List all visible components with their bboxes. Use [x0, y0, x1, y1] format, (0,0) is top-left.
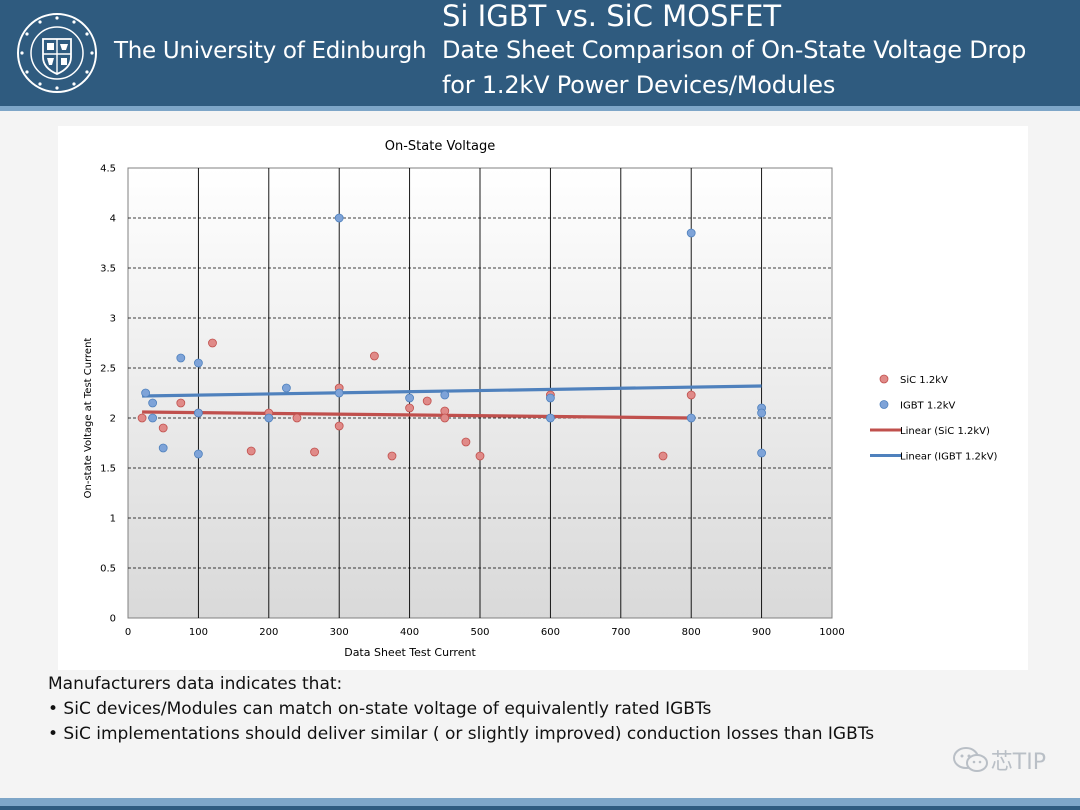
header-stripe — [0, 106, 1080, 111]
data-point — [461, 437, 471, 447]
x-tick-label: 300 — [330, 627, 349, 638]
y-tick-label: 1 — [110, 514, 116, 525]
data-point — [369, 351, 379, 361]
slide-title-block: Si IGBT vs. SiC MOSFET Date Sheet Compar… — [442, 0, 1026, 103]
data-point — [264, 413, 274, 423]
scatter-chart: 0 0.5 1 1.5 2 2.5 3 3.5 4 4.5 0 100 200 300 400 500 600 7… — [83, 139, 998, 659]
data-point — [193, 449, 203, 459]
data-point — [176, 398, 186, 408]
x-tick-label: 1000 — [819, 627, 844, 638]
legend-label: IGBT 1.2kV — [900, 401, 956, 412]
legend-marker — [879, 374, 889, 384]
legend-label: Linear (IGBT 1.2kV) — [900, 452, 998, 463]
data-point — [387, 451, 397, 461]
y-tick-label: 2 — [110, 414, 116, 425]
data-point — [334, 421, 344, 431]
wechat-icon — [952, 747, 988, 772]
data-point — [757, 408, 766, 418]
data-point — [148, 413, 158, 423]
data-point — [686, 390, 696, 400]
data-point — [440, 413, 450, 423]
data-point — [686, 413, 696, 423]
legend-marker — [879, 400, 889, 409]
data-point — [158, 443, 168, 453]
slide-subtitle-line1: Date Sheet Comparison of On-State Voltag… — [442, 36, 1027, 64]
x-tick-label: 900 — [752, 627, 771, 638]
y-tick-label: 1.5 — [100, 464, 116, 475]
data-point — [158, 423, 168, 433]
data-point — [475, 451, 485, 461]
data-point — [334, 213, 344, 223]
data-point — [757, 448, 766, 458]
x-tick-label: 0 — [125, 627, 131, 638]
data-point — [292, 413, 302, 423]
data-point — [422, 396, 432, 406]
slide-subtitle-line2: for 1.2kV Power Devices/Modules — [442, 71, 836, 99]
data-point — [246, 446, 256, 456]
university-name: The University of Edinburgh — [114, 38, 427, 64]
y-tick-label: 0.5 — [100, 564, 116, 575]
data-point — [137, 413, 147, 423]
y-tick-label: 3.5 — [100, 264, 116, 275]
data-point — [310, 447, 319, 457]
data-point — [334, 388, 344, 398]
trendline — [142, 384, 762, 398]
y-tick-label: 4.5 — [100, 164, 116, 175]
trendline — [142, 410, 692, 420]
data-point — [141, 388, 150, 398]
x-tick-label: 800 — [682, 627, 701, 638]
data-point — [545, 413, 555, 423]
data-point — [658, 451, 668, 461]
legend-label: SiC 1.2kV — [900, 375, 948, 386]
legend-label: Linear (SiC 1.2kV) — [900, 426, 990, 437]
x-tick-label: 400 — [400, 627, 419, 638]
data-point — [686, 228, 696, 238]
chart-panel: 0 0.5 1 1.5 2 2.5 3 3.5 4 4.5 0 100 200 300 400 500 600 7… — [58, 126, 1028, 670]
chart-title: On-State Voltage — [385, 139, 495, 154]
notes-block: Manufacturers data indicates that: • SiC… — [48, 672, 874, 747]
data-point — [208, 338, 217, 348]
x-tick-label: 500 — [470, 627, 489, 638]
y-tick-label: 2.5 — [100, 364, 116, 375]
data-point — [193, 358, 203, 368]
data-point — [281, 383, 291, 393]
data-point — [405, 393, 415, 403]
slide-title: Si IGBT vs. SiC MOSFET — [442, 0, 782, 33]
x-tick-label: 100 — [189, 627, 208, 638]
y-tick-label: 4 — [110, 214, 116, 225]
watermark-text: 芯TIP — [990, 750, 1046, 775]
data-point — [148, 398, 158, 408]
x-tick-label: 200 — [259, 627, 278, 638]
data-point — [440, 390, 450, 400]
footer-bar-dark — [0, 806, 1080, 810]
data-point — [405, 403, 415, 413]
x-tick-label: 600 — [541, 627, 560, 638]
data-point — [176, 353, 186, 363]
notes-intro: Manufacturers data indicates that: — [48, 674, 343, 694]
x-tick-label: 700 — [611, 627, 630, 638]
university-crest-logo — [17, 13, 97, 93]
y-tick-label: 3 — [110, 314, 116, 325]
data-point — [545, 393, 555, 403]
notes-bullet-1: • SiC devices/Modules can match on-state… — [48, 699, 712, 719]
header-bar — [0, 0, 1080, 106]
notes-bullet-2: • SiC implementations should deliver sim… — [48, 724, 875, 744]
watermark: 芯TIP — [951, 744, 1046, 776]
y-axis-label: On-state Voltage at Test Current — [83, 338, 94, 499]
x-axis-label: Data Sheet Test Current — [344, 646, 476, 659]
y-tick-label: 0 — [110, 614, 116, 625]
data-point — [193, 408, 203, 418]
